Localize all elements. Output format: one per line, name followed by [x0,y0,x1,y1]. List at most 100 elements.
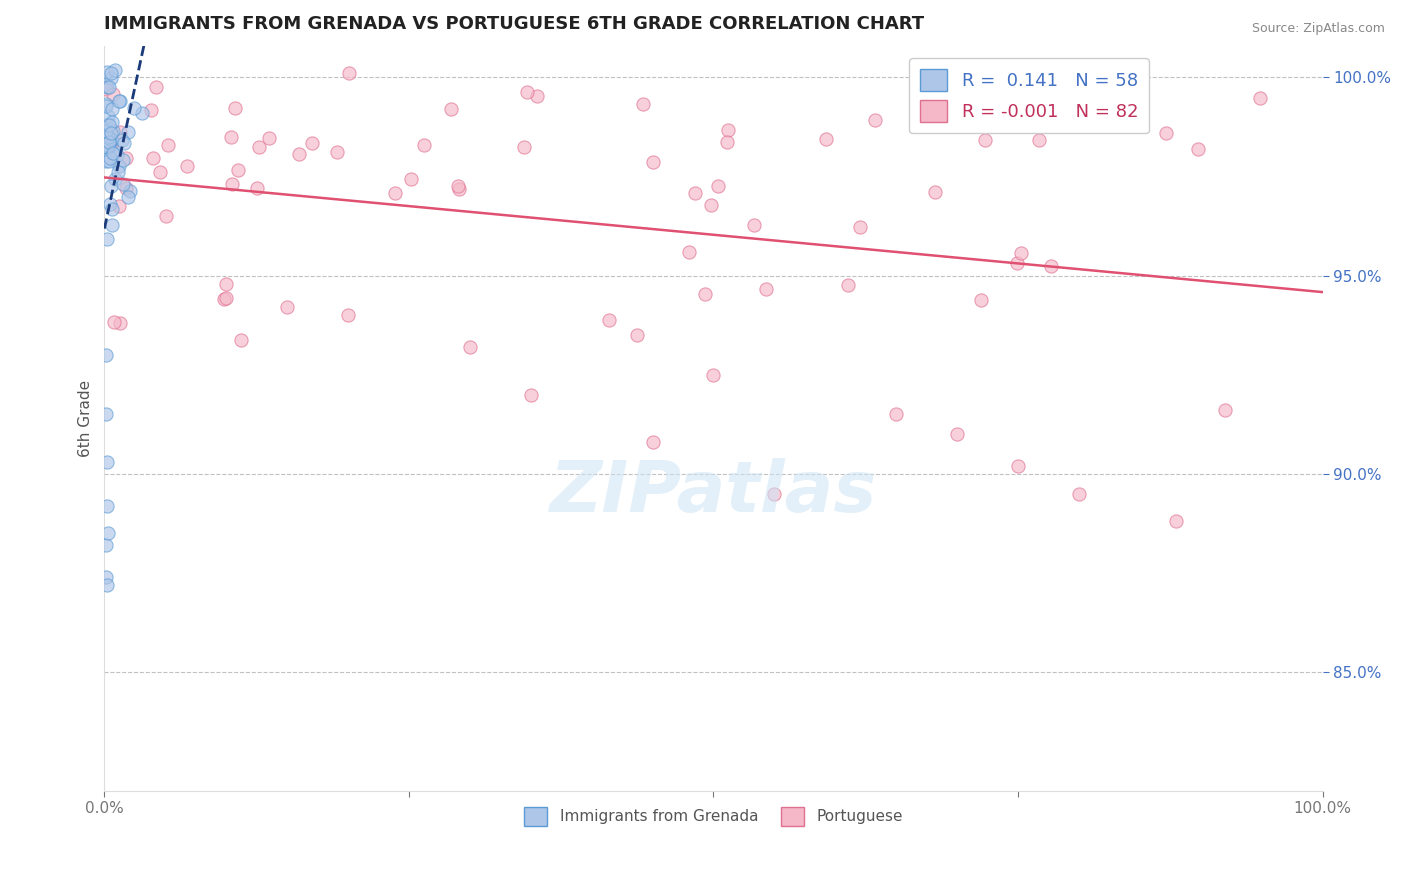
Point [157,138,180,153]
Point [97,129,120,144]
Point [1187,142,1209,156]
Point [100,137,122,152]
Point [96,578,118,592]
Point [117,125,139,139]
Point [104,63,127,78]
Point [257,131,280,145]
Point [755,283,778,297]
Point [1005,256,1028,270]
Point [100,202,122,216]
Point [101,103,124,117]
Point [104,172,127,186]
Point [215,277,238,291]
Point [526,88,548,103]
Point [641,155,664,169]
Point [973,133,995,147]
Point [100,179,122,194]
Point [98,151,121,165]
Point [111,177,134,191]
Point [924,186,946,200]
Point [449,182,471,196]
Text: ZIPatlas: ZIPatlas [550,458,877,527]
Text: IMMIGRANTS FROM GRENADA VS PORTUGUESE 6TH GRADE CORRELATION CHART: IMMIGRANTS FROM GRENADA VS PORTUGUESE 6T… [104,15,925,33]
Point [837,277,859,292]
Point [884,408,907,422]
Point [176,159,198,173]
Point [94,118,117,132]
Text: Source: ZipAtlas.com: Source: ZipAtlas.com [1251,22,1385,36]
Point [742,219,765,233]
Point [707,179,730,194]
Point [96,140,118,154]
Point [301,136,323,150]
Point [1007,458,1029,473]
Point [97,526,120,541]
Point [96,124,118,138]
Point [519,387,541,401]
Point [1249,91,1271,105]
Point [110,95,132,109]
Point [111,153,134,168]
Point [98,197,121,211]
Point [108,316,131,330]
Point [108,125,131,139]
Point [231,334,253,348]
Point [111,133,134,147]
Point [94,138,117,153]
Point [131,106,153,120]
Point [633,97,655,112]
Y-axis label: 6th Grade: 6th Grade [79,380,93,457]
Point [516,85,538,99]
Point [94,570,117,584]
Point [103,145,125,160]
Legend: Immigrants from Grenada, Portuguese: Immigrants from Grenada, Portuguese [519,801,908,831]
Point [112,136,135,150]
Point [96,139,118,153]
Point [288,147,311,161]
Point [105,148,128,162]
Point [1010,245,1032,260]
Point [96,455,118,469]
Point [1067,486,1090,500]
Point [101,87,124,101]
Point [337,308,360,322]
Point [717,123,740,137]
Point [1166,514,1188,528]
Point [413,137,436,152]
Point [117,190,139,204]
Point [107,95,129,109]
Point [683,186,706,201]
Point [693,287,716,301]
Point [1095,108,1118,122]
Point [226,163,249,178]
Point [101,145,124,160]
Point [1076,108,1098,122]
Point [107,164,129,178]
Point [145,79,167,94]
Point [97,80,120,95]
Point [246,181,269,195]
Point [108,159,131,173]
Point [96,79,118,94]
Point [699,198,721,212]
Point [94,99,117,113]
Point [221,129,243,144]
Point [212,292,235,306]
Point [641,435,664,450]
Point [224,101,246,115]
Point [101,218,124,232]
Point [122,101,145,115]
Point [120,185,142,199]
Point [100,131,122,145]
Point [626,328,648,343]
Point [1039,259,1062,273]
Point [103,124,125,138]
Point [94,538,117,552]
Point [108,199,131,213]
Point [97,154,120,169]
Point [970,293,993,307]
Point [848,219,870,234]
Point [247,140,270,154]
Point [512,140,534,154]
Point [115,181,138,195]
